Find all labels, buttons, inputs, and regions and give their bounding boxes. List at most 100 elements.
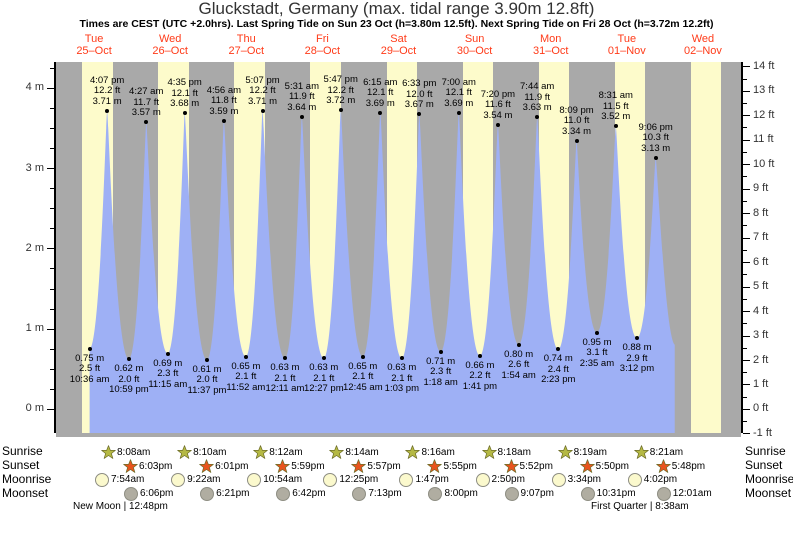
moonset-time: 7:13pm (368, 488, 402, 499)
tide-ft: 2.3 ft (430, 366, 452, 378)
sunset-time: 5:57pm (367, 460, 401, 472)
moonset-time: 6:06pm (140, 488, 174, 499)
tide-time: 4:35 pm (167, 77, 202, 89)
low-tide-dot (282, 356, 287, 361)
tide-ft: 11.8 ft (211, 95, 237, 107)
tide-m: 0.65 m (348, 360, 378, 372)
y-label-ft: 5 ft (753, 280, 769, 292)
tide-ft: 2.1 ft (352, 371, 374, 383)
tide-m: 0.88 m (622, 342, 652, 354)
low-tide-dot (516, 342, 521, 347)
day-header-date: 29–Oct (380, 45, 417, 57)
tide-ft: 12.1 ft (171, 87, 198, 99)
moonset-time: 12:01am (672, 488, 712, 499)
moonset-icon (124, 487, 138, 501)
high-tide-dot (378, 110, 383, 115)
tide-ft: 11.6 ft (485, 99, 511, 111)
tide-ft: 12.2 ft (249, 85, 276, 97)
tide-ft: 2.9 ft (626, 352, 648, 364)
sunrise-star-icon (101, 445, 116, 460)
y-label-m: 4 m (25, 81, 44, 94)
sunrise-star-icon (253, 445, 268, 460)
day-header-dow: Mon (540, 33, 562, 45)
tide-m: 0.95 m (582, 336, 612, 348)
sunrise-time: 8:19am (573, 446, 608, 458)
tide-m: 3.71 m (92, 95, 122, 107)
moonrise-icon (95, 473, 109, 487)
low-tide-dot (556, 347, 561, 352)
day-header-3: Thu 27–Oct (190, 33, 302, 57)
tide-time: 2:35 am (579, 357, 615, 369)
high-tide-dot (535, 115, 540, 120)
y-tick-ft (743, 237, 750, 239)
high-tide-dot (221, 118, 226, 123)
y-label-ft: 8 ft (753, 206, 769, 219)
low-tide-label: 0.65 m 2.1 ft 12:45 am (334, 360, 392, 394)
y-tick-m (50, 288, 54, 290)
day-header-dow: Sat (390, 33, 407, 45)
high-tide-dot (456, 110, 461, 115)
high-tide-dot (105, 108, 110, 113)
tide-time: 11:37 pm (187, 384, 227, 396)
low-tide-label: 0.69 m 2.3 ft 11:15 am (139, 358, 197, 391)
moonrise-time: 1:47pm (415, 474, 449, 485)
moonrise-time: 2:50pm (491, 474, 525, 485)
y-label-ft: 14 ft (753, 59, 775, 72)
moonrise-entry: 12:25pm (323, 473, 378, 487)
sunset-entry: 5:55pm (427, 459, 477, 474)
moonset-icon (352, 487, 367, 501)
tide-time: 8:09 pm (559, 104, 594, 116)
tide-time: 2:23 pm (541, 374, 576, 386)
tide-ft: 11.7 ft (133, 96, 160, 108)
daylight-band-9 (691, 62, 722, 433)
sunset-star-icon (427, 459, 443, 474)
moonset-time: 8:00pm (444, 488, 478, 499)
day-header-dow: Wed (158, 33, 182, 45)
y-tick-ft (743, 347, 747, 349)
moonrise-icon (323, 473, 338, 487)
low-tide-label: 0.80 m 2.6 ft 1:54 am (490, 349, 548, 382)
day-header-date: 30–Oct (456, 45, 493, 57)
y-tick-ft (743, 323, 747, 325)
high-tide-label: 5:47 pm 12.2 ft 3.72 m (312, 75, 370, 107)
low-tide-dot (321, 356, 326, 361)
moonset-icon (276, 487, 291, 501)
tide-m: 3.64 m (287, 101, 317, 113)
tide-m: 3.69 m (444, 97, 474, 109)
y-tick-ft (743, 262, 750, 264)
moonrise-entry: 9:22am (171, 473, 220, 487)
high-tide-dot (144, 120, 149, 125)
y-label-m: 2 m (25, 241, 44, 254)
high-tide-label: 9:06 pm 10.3 ft 3.13 m (627, 122, 685, 155)
y-tick-ft (743, 286, 750, 288)
y-label-ft: 2 ft (753, 353, 769, 366)
moonrise-time: 10:54am (263, 474, 303, 485)
moonrise-time: 3:34pm (567, 474, 602, 485)
sunset-star-icon (579, 459, 595, 474)
moonset-time: 10:31pm (596, 488, 636, 499)
tide-ft: 3.1 ft (586, 347, 608, 359)
sunrise-time: 8:10am (193, 446, 227, 458)
moonset-entry: 9:07pm (504, 487, 554, 501)
moonrise-time: 4:02pm (643, 474, 678, 485)
moonrise-entry: 4:02pm (627, 473, 678, 487)
y-tick-ft (743, 164, 750, 166)
tide-time: 12:11 am (265, 383, 305, 395)
y-tick-ft (743, 396, 747, 398)
high-tide-label: 8:09 pm 11.0 ft 3.34 m (548, 104, 606, 138)
tide-m: 0.61 m (192, 363, 222, 375)
y-tick-ft (743, 433, 750, 435)
tide-m: 0.66 m (465, 359, 495, 371)
tide-time: 11:52 am (226, 381, 266, 393)
y-axis-left-spine (54, 62, 56, 433)
tide-ft: 2.1 ft (391, 372, 413, 384)
moonset-entry: 8:00pm (428, 487, 478, 501)
high-tide-dot (182, 111, 187, 116)
tide-ft: 2.0 ft (118, 373, 140, 385)
day-header-8: Tue 01–Nov (571, 33, 683, 57)
high-tide-label: 4:07 pm 12.2 ft 3.71 m (78, 75, 136, 108)
moonrise-icon (551, 473, 566, 487)
tide-m: 3.67 m (404, 99, 434, 111)
low-tide-label: 0.74 m 2.4 ft 2:23 pm (529, 354, 587, 386)
tide-m: 0.63 m (270, 362, 300, 374)
